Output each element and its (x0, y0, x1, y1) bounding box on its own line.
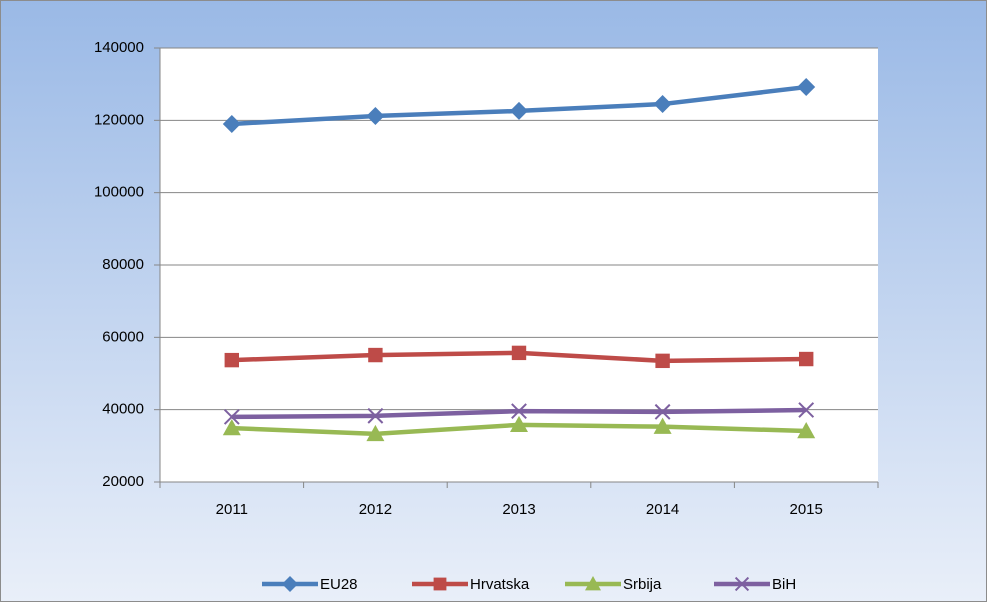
data-point (222, 114, 241, 133)
x-tick-label: 2014 (646, 501, 679, 518)
legend-label: Srbija (623, 576, 662, 593)
data-point (510, 101, 528, 120)
y-tick-label: 60000 (102, 328, 144, 345)
x-tick-label: 2011 (216, 501, 248, 518)
data-point (653, 95, 672, 114)
data-point (366, 424, 385, 442)
data-point (224, 352, 239, 368)
data-point (653, 417, 672, 434)
data-point (222, 419, 241, 436)
legend-marker (282, 576, 298, 592)
y-tick-label: 140000 (94, 39, 144, 56)
x-tick-label: 2013 (502, 501, 535, 518)
y-tick-label: 100000 (94, 184, 144, 201)
data-point (797, 78, 816, 97)
y-tick-label: 120000 (94, 111, 144, 128)
legend-label: EU28 (320, 576, 358, 593)
data-point (510, 415, 528, 433)
data-point (223, 408, 240, 425)
legend-marker (585, 576, 601, 591)
legend-label: BiH (772, 576, 796, 593)
data-point (799, 351, 814, 367)
data-point (511, 403, 527, 420)
legend-marker (433, 577, 447, 591)
data-point (654, 403, 671, 420)
data-point (655, 353, 670, 369)
data-point (797, 422, 816, 439)
y-tick-label: 80000 (102, 256, 144, 273)
y-tick-label: 20000 (102, 473, 144, 490)
legend-label: Hrvatska (470, 576, 530, 593)
x-tick-label: 2015 (790, 501, 823, 518)
data-point (798, 402, 815, 418)
legend-marker (734, 576, 750, 592)
data-point (366, 106, 385, 125)
x-tick-label: 2012 (359, 501, 392, 518)
data-point (368, 347, 383, 363)
y-tick-label: 40000 (102, 401, 144, 418)
data-point (511, 345, 527, 361)
data-point (367, 407, 384, 424)
